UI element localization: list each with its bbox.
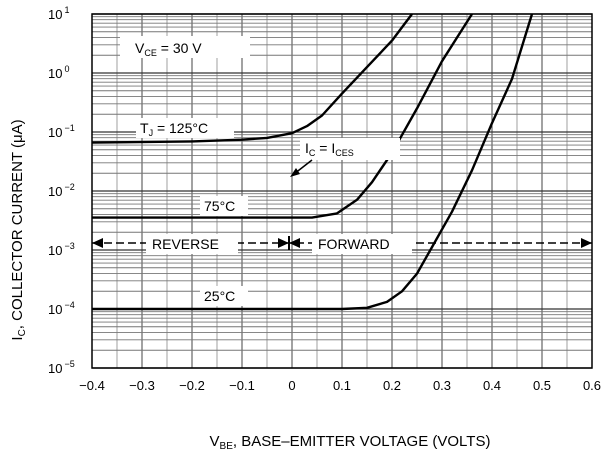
reverse-label-bg: [146, 234, 238, 254]
reverse-arrow-head: [92, 238, 103, 248]
t125-label-bg: [136, 118, 234, 138]
reverse-label: REVERSE: [152, 236, 219, 252]
ic-arrow-head: [290, 168, 300, 177]
y-tick-label: 10 −1: [48, 123, 75, 140]
chart-tick-labels: −0.4 −0.3 −0.2 −0.1 0 0.1 0.2 0.3 0.4 0.5 0.6 10 1 10…: [48, 5, 601, 393]
forward-label-bg: [312, 234, 412, 254]
ic-ices-label: IC = ICES: [305, 140, 354, 158]
center-left-arrow-head: [278, 238, 289, 248]
y-tick-label: 10 −3: [48, 241, 75, 258]
t125-label: TJ = 125°C: [140, 120, 208, 138]
y-tick-label: 10 −5: [48, 359, 75, 376]
forward-arrow-head: [581, 238, 592, 248]
vce-label: VCE = 30 V: [135, 40, 202, 58]
t25-label: 25°C: [204, 288, 235, 304]
x-tick-label: 0.4: [483, 378, 501, 393]
series-curve-3: [92, 13, 534, 311]
t75-label: 75°C: [204, 198, 235, 214]
series-curve-2: [92, 13, 474, 219]
ic-label-bg: [300, 138, 400, 160]
x-tick-label: −0.2: [179, 378, 205, 393]
y-tick-label: 10 1: [48, 5, 69, 22]
x-tick-label: −0.4: [79, 378, 105, 393]
t75-label-bg: [200, 196, 248, 216]
y-tick-label: 10 −4: [48, 300, 75, 317]
y-tick-label: 10 −2: [48, 182, 75, 199]
x-tick-label: 0.2: [383, 378, 401, 393]
x-tick-label: 0: [288, 378, 295, 393]
x-tick-label: −0.1: [229, 378, 255, 393]
forward-label: FORWARD: [318, 236, 390, 252]
plot-frame: [91, 13, 593, 369]
x-tick-label: 0.3: [433, 378, 451, 393]
y-axis-label: IC, COLLECTOR CURRENT (μA): [9, 119, 28, 340]
t25-label-bg: [200, 286, 248, 306]
x-axis-label: VBE, BASE–EMITTER VOLTAGE (VOLTS): [210, 433, 491, 452]
reverse-forward-arrows: [92, 236, 592, 250]
y-tick-label: 10 0: [48, 64, 69, 81]
vce-label-bg: [120, 36, 250, 58]
x-tick-label: 0.1: [333, 378, 351, 393]
chart-grid: [91, 13, 593, 369]
x-tick-label: 0.5: [533, 378, 551, 393]
x-tick-label: −0.3: [129, 378, 155, 393]
series-curve-1: [91, 13, 413, 144]
chart-curves: [91, 13, 534, 311]
x-tick-label: 0.6: [583, 378, 601, 393]
center-right-arrow-head: [289, 238, 300, 248]
